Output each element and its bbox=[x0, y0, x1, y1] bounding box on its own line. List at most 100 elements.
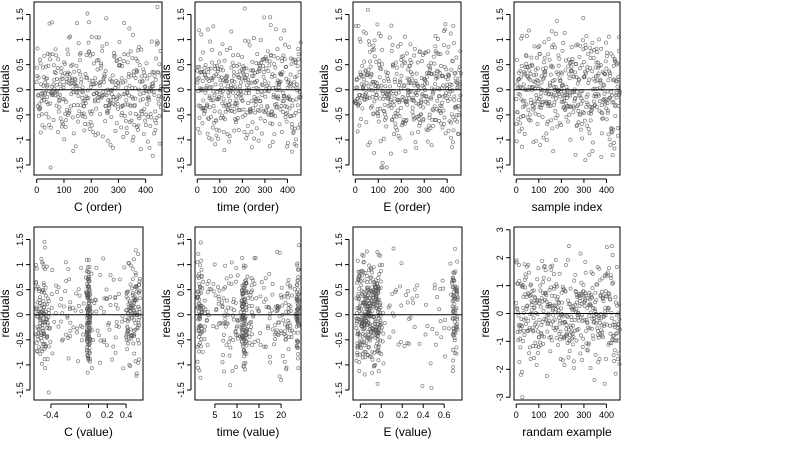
data-point bbox=[616, 77, 621, 82]
data-point bbox=[268, 22, 273, 27]
data-point bbox=[429, 385, 434, 390]
data-point bbox=[250, 288, 255, 293]
data-point bbox=[239, 92, 244, 97]
data-point bbox=[288, 285, 293, 290]
data-point bbox=[455, 259, 460, 264]
data-point bbox=[256, 86, 261, 91]
data-point bbox=[595, 73, 600, 78]
data-point bbox=[235, 101, 240, 106]
data-point bbox=[387, 335, 392, 340]
data-point bbox=[418, 121, 423, 125]
data-point bbox=[540, 319, 545, 324]
data-point bbox=[360, 252, 365, 257]
data-point bbox=[57, 105, 62, 110]
data-point bbox=[258, 116, 263, 121]
data-point bbox=[595, 282, 600, 287]
data-point bbox=[41, 328, 46, 333]
data-point bbox=[46, 102, 51, 107]
data-point bbox=[87, 350, 92, 355]
y-tick-label: 3 bbox=[495, 227, 505, 232]
data-point bbox=[539, 296, 544, 301]
data-point bbox=[373, 319, 378, 324]
data-point bbox=[363, 69, 368, 74]
data-point bbox=[92, 99, 97, 104]
data-point bbox=[529, 100, 534, 105]
data-point bbox=[388, 151, 393, 156]
data-point bbox=[544, 131, 549, 136]
data-point bbox=[246, 296, 250, 301]
data-point bbox=[595, 60, 600, 65]
data-point bbox=[597, 278, 602, 283]
data-point bbox=[88, 315, 93, 320]
data-point bbox=[47, 122, 51, 127]
data-point bbox=[524, 275, 529, 280]
data-point bbox=[211, 24, 216, 29]
data-point bbox=[597, 85, 602, 90]
data-point bbox=[209, 47, 214, 52]
data-point bbox=[37, 345, 42, 350]
data-point bbox=[114, 78, 119, 83]
data-point bbox=[137, 63, 142, 68]
y-tick-label: 1.5 bbox=[334, 8, 344, 21]
data-point bbox=[274, 102, 279, 107]
data-point bbox=[592, 377, 597, 382]
data-point bbox=[202, 298, 207, 303]
data-point bbox=[431, 108, 436, 113]
data-point bbox=[356, 278, 361, 283]
data-point bbox=[568, 323, 573, 328]
data-point bbox=[455, 85, 460, 90]
data-point bbox=[393, 111, 398, 115]
data-point bbox=[133, 359, 138, 364]
data-point bbox=[57, 98, 62, 102]
data-point bbox=[419, 76, 424, 81]
data-point bbox=[260, 131, 264, 136]
data-point bbox=[68, 104, 73, 109]
data-point bbox=[50, 52, 55, 57]
data-point bbox=[591, 336, 596, 341]
x-tick-label: 0 bbox=[514, 185, 519, 195]
data-point bbox=[425, 97, 430, 102]
data-point bbox=[274, 104, 279, 109]
data-point bbox=[437, 307, 442, 312]
data-point bbox=[282, 99, 287, 103]
data-point bbox=[63, 61, 67, 66]
data-point bbox=[219, 82, 224, 87]
data-point bbox=[234, 325, 239, 330]
data-point bbox=[133, 304, 138, 309]
data-point bbox=[563, 68, 568, 73]
data-point bbox=[159, 83, 164, 88]
data-point bbox=[518, 121, 523, 126]
data-point bbox=[596, 93, 601, 98]
data-point bbox=[215, 69, 220, 74]
data-point bbox=[545, 122, 550, 127]
data-point bbox=[528, 294, 532, 298]
data-point bbox=[296, 243, 301, 248]
data-point bbox=[78, 58, 82, 63]
data-point bbox=[419, 99, 424, 104]
data-point bbox=[201, 50, 206, 55]
data-point bbox=[552, 85, 557, 90]
data-point bbox=[370, 299, 375, 304]
data-point bbox=[136, 357, 141, 362]
data-point bbox=[544, 138, 549, 143]
data-point bbox=[117, 40, 122, 45]
x-tick-label: 20 bbox=[276, 410, 286, 420]
data-point bbox=[211, 104, 216, 108]
data-point bbox=[144, 112, 149, 117]
data-point bbox=[587, 326, 592, 331]
data-point bbox=[399, 339, 403, 344]
data-point bbox=[209, 98, 214, 102]
data-point bbox=[84, 53, 89, 58]
data-point bbox=[269, 308, 274, 313]
data-point bbox=[233, 329, 238, 334]
data-point bbox=[399, 303, 404, 308]
data-point bbox=[78, 72, 83, 77]
data-point bbox=[131, 135, 136, 140]
data-point bbox=[295, 307, 300, 312]
data-point bbox=[549, 322, 554, 327]
data-point bbox=[553, 31, 558, 36]
data-point bbox=[429, 96, 434, 101]
data-point bbox=[156, 101, 161, 106]
data-point bbox=[130, 138, 135, 143]
data-point bbox=[46, 307, 51, 312]
